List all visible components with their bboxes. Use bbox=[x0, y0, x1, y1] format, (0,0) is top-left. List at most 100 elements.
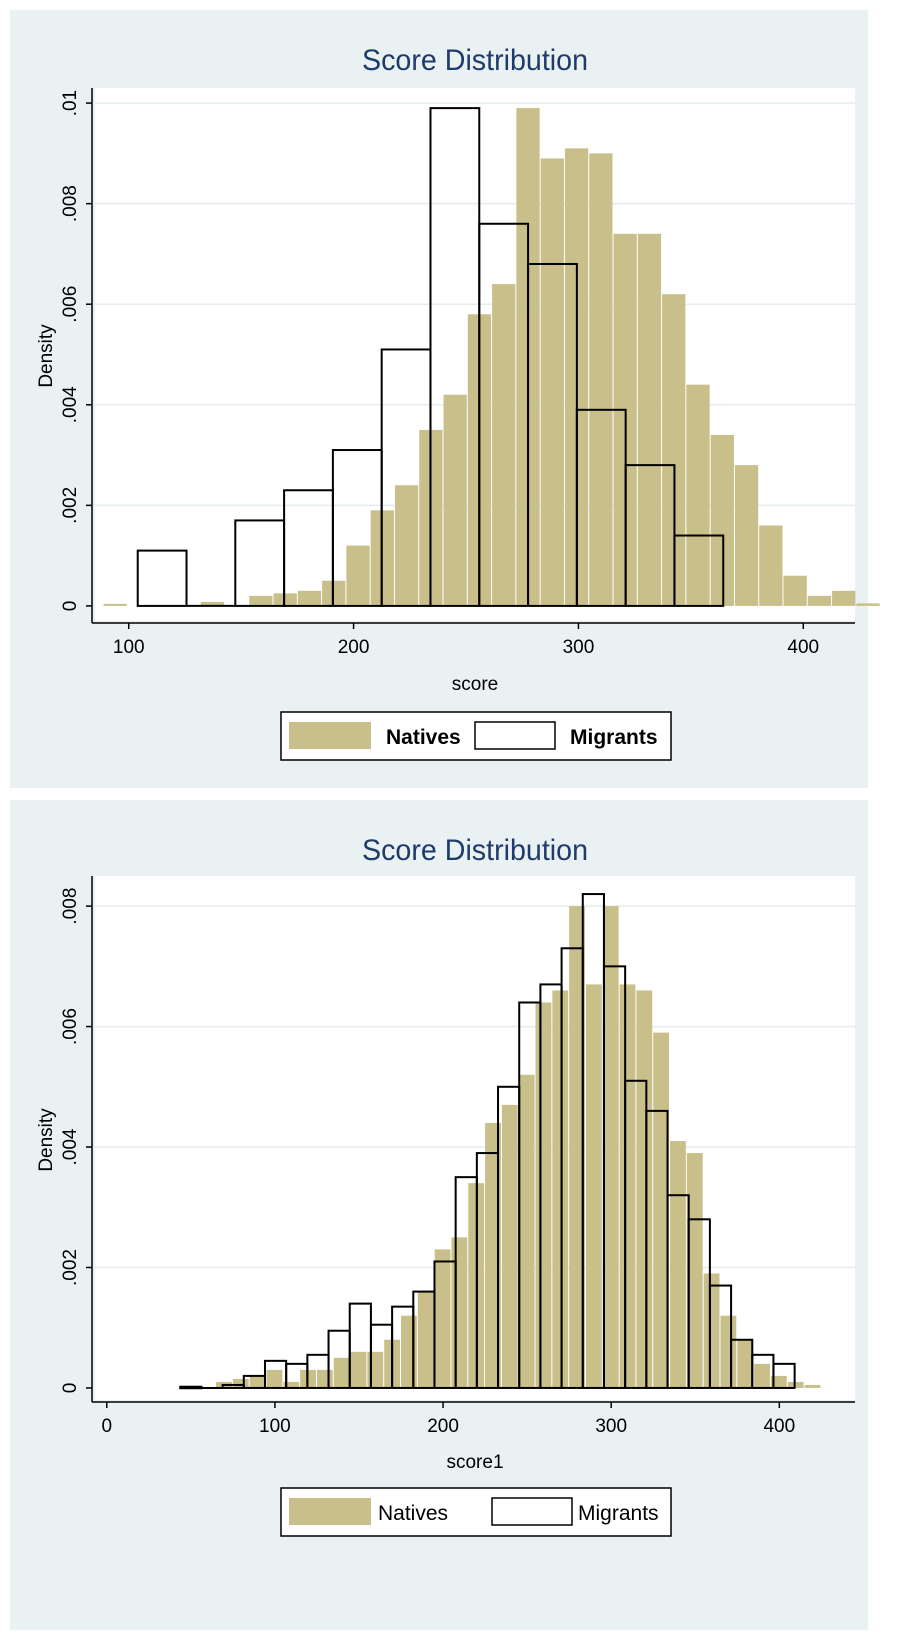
chart-1-y-axis-label: Density bbox=[36, 324, 57, 388]
chart-2-natives-bar-30 bbox=[720, 1315, 737, 1388]
chart-1-y-tick-label-3: .006 bbox=[60, 286, 81, 323]
chart-1-x-tick-label-1: 200 bbox=[338, 637, 370, 658]
chart-1-y-tick-label-4: .008 bbox=[60, 185, 81, 222]
chart-2-natives-bar-12 bbox=[417, 1291, 434, 1388]
chart-2-natives-bar-33 bbox=[770, 1375, 787, 1388]
chart-2-natives-bar-9 bbox=[367, 1351, 384, 1388]
chart-1-natives-bar-8 bbox=[297, 590, 322, 606]
chart-2-legend-natives-swatch bbox=[289, 1498, 371, 1525]
chart-2-title: Score Distribution bbox=[362, 834, 588, 867]
chart-2-natives-bar-17 bbox=[501, 1104, 518, 1388]
chart-2-natives-bar-7 bbox=[333, 1357, 350, 1388]
chart-1-natives-bar-6 bbox=[249, 595, 273, 606]
chart-2-natives-bar-13 bbox=[434, 1249, 451, 1388]
chart-2-natives-bar-21 bbox=[569, 906, 585, 1388]
chart-2-y-ticks: 0 .002 .004 .006 .008 bbox=[60, 888, 92, 1394]
chart-1-natives-bar-18 bbox=[540, 158, 564, 606]
chart-1-legend-natives-swatch bbox=[289, 722, 371, 749]
chart-2-natives-bar-35 bbox=[804, 1384, 821, 1388]
chart-2-x-tick-label-4: 400 bbox=[763, 1416, 795, 1437]
chart-1-natives-bar-25 bbox=[710, 434, 734, 606]
chart-1-x-ticks: 100 200 300 400 bbox=[113, 623, 819, 658]
chart-2-natives-bar-25 bbox=[636, 990, 653, 1388]
chart-2-natives-bar-14 bbox=[451, 1237, 468, 1388]
chart-2-natives-bar-19 bbox=[535, 1002, 552, 1388]
chart-2-natives-bar-2 bbox=[249, 1375, 266, 1388]
chart-1-natives-bar-24 bbox=[686, 384, 710, 606]
chart-2-legend-migrants-swatch bbox=[491, 1497, 573, 1526]
chart-1-natives-bar-29 bbox=[807, 595, 832, 606]
chart-2-natives-bar-28 bbox=[686, 1153, 703, 1388]
chart-2-natives-bar-34 bbox=[787, 1381, 804, 1388]
chart-1-natives-bar-28 bbox=[783, 575, 807, 606]
chart-1-legend: Natives Migrants bbox=[280, 711, 672, 761]
chart-1-natives-bar-12 bbox=[394, 485, 419, 606]
chart-2-x-ticks: 0 100 200 300 400 bbox=[101, 1402, 795, 1437]
chart-2-x-tick-label-1: 100 bbox=[259, 1416, 291, 1437]
chart-1-legend-migrants-label: Migrants bbox=[570, 726, 658, 749]
chart-2-y-tick-label-4: .008 bbox=[60, 888, 81, 925]
chart-2-legend-natives-label: Natives bbox=[378, 1502, 448, 1525]
chart-2: Score Distribution 0 .002 .004 .006 .008 0 10… bbox=[10, 800, 868, 1630]
chart-1-legend-natives-label: Natives bbox=[386, 726, 461, 749]
chart-1-migrants-bars bbox=[136, 107, 725, 607]
chart-2-legend: Natives Migrants bbox=[280, 1487, 672, 1537]
chart-1-x-tick-label-3: 400 bbox=[787, 637, 819, 658]
chart-1-natives-bar-30 bbox=[832, 590, 856, 606]
chart-2-natives-bar-31 bbox=[737, 1339, 754, 1388]
chart-2-natives-bar-4 bbox=[283, 1381, 300, 1388]
chart-2-legend-migrants-label: Migrants bbox=[578, 1502, 659, 1525]
chart-1: Score Distribution 0.002.004.006.008.01 … bbox=[10, 10, 880, 788]
chart-1-y-tick-label-2: .004 bbox=[60, 386, 81, 423]
chart-1-natives-bar-0 bbox=[103, 603, 127, 606]
chart-2-natives-bar-26 bbox=[653, 1032, 670, 1388]
chart-1-natives-bar-31 bbox=[856, 603, 880, 606]
chart-1-legend-migrants-swatch bbox=[474, 721, 556, 750]
chart-1-natives-bar-27 bbox=[759, 525, 783, 606]
chart-2-natives-bar-32 bbox=[754, 1363, 770, 1388]
chart-2-natives-bar-29 bbox=[703, 1273, 720, 1388]
chart-1-natives-bar-22 bbox=[637, 233, 662, 606]
chart-1-y-tick-label-1: .002 bbox=[60, 487, 81, 524]
chart-1-axes bbox=[91, 88, 855, 624]
chart-2-x-axis-label: score1 bbox=[446, 1452, 503, 1473]
chart-2-natives-bar-11 bbox=[401, 1315, 417, 1388]
chart-2-axes bbox=[91, 876, 855, 1403]
chart-2-natives-bar-23 bbox=[602, 906, 619, 1388]
chart-1-natives-bar-7 bbox=[273, 593, 297, 606]
chart-2-natives-bar-16 bbox=[485, 1122, 501, 1388]
chart-1-x-axis-label: score bbox=[452, 674, 498, 695]
chart-2-natives-bar-3 bbox=[266, 1369, 283, 1388]
chart-1-migrants-bar-0 bbox=[136, 549, 188, 607]
chart-1-x-tick-label-2: 300 bbox=[563, 637, 595, 658]
chart-2-natives-bar-20 bbox=[552, 990, 569, 1388]
chart-2-migrants-bar-28 bbox=[772, 1362, 796, 1389]
chart-2-natives-bar-1 bbox=[232, 1378, 249, 1388]
chart-1-migrants-bar-11 bbox=[673, 534, 725, 607]
chart-2-y-tick-label-0: 0 bbox=[60, 1383, 81, 1394]
chart-2-migrants-bar-25 bbox=[708, 1284, 733, 1389]
chart-2-natives-bar-8 bbox=[350, 1351, 367, 1388]
chart-1-natives-bar-20 bbox=[589, 153, 613, 606]
chart-1-natives-bar-14 bbox=[443, 394, 467, 606]
chart-2-natives-bar-18 bbox=[518, 1074, 535, 1388]
chart-1-natives-bar-23 bbox=[662, 294, 686, 606]
chart-1-y-tick-label-5: .01 bbox=[60, 90, 81, 116]
chart-2-y-axis-label: Density bbox=[36, 1108, 57, 1172]
chart-1-natives-bar-4 bbox=[200, 601, 224, 606]
chart-1-y-ticks: 0 .002 .004 .006 .008 .01 bbox=[60, 90, 92, 611]
chart-2-migrants-bar-0 bbox=[179, 1385, 203, 1390]
chart-2-natives-bar-27 bbox=[670, 1141, 686, 1388]
chart-1-natives-bars bbox=[103, 108, 880, 606]
chart-2-natives-bar-6 bbox=[316, 1369, 333, 1388]
chart-2-natives-bar-24 bbox=[619, 984, 636, 1388]
chart-2-grid bbox=[95, 905, 855, 1269]
chart-2-x-tick-label-0: 0 bbox=[101, 1416, 112, 1437]
chart-2-x-tick-label-2: 200 bbox=[427, 1416, 459, 1437]
chart-1-natives-bar-26 bbox=[734, 465, 759, 606]
chart-1-natives-bar-10 bbox=[346, 545, 370, 606]
chart-1-y-tick-label-0: 0 bbox=[60, 601, 81, 612]
chart-2-y-tick-label-3: .006 bbox=[60, 1008, 81, 1045]
chart-2-y-tick-label-1: .002 bbox=[60, 1249, 81, 1286]
